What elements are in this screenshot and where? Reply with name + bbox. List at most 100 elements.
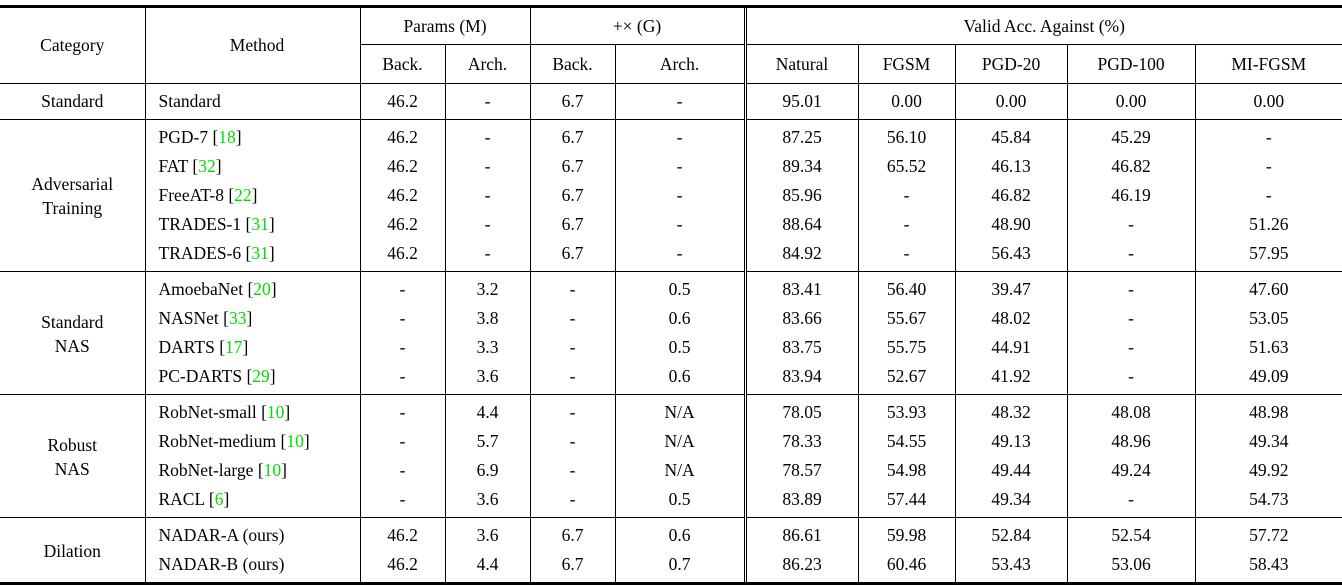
cell-pgd100: - [1066, 333, 1196, 362]
col-header-method: Method [144, 8, 360, 84]
cell-pgd20: 53.43 [954, 550, 1068, 582]
col-header-fgsm: FGSM [857, 44, 956, 84]
cell-flops-back: - [529, 456, 616, 485]
cell-fgsm: 56.10 [857, 119, 956, 152]
cell-pgd20: 49.34 [954, 485, 1068, 518]
cell-params-arch: 3.6 [444, 485, 531, 518]
cell-natural: 78.33 [743, 427, 859, 456]
table-row: NADAR-B (ours) 46.2 4.4 6.7 0.7 86.23 60.46 53.… [0, 550, 1342, 582]
cell-mifgsm: 54.73 [1194, 485, 1342, 518]
cell-natural: 85.96 [743, 181, 859, 210]
citation-number: 10 [286, 431, 304, 451]
cell-pgd20: 41.92 [954, 362, 1068, 395]
table-row: Standard NAS AmoebaNet [20] -3.2-0.5 83.41 5… [0, 271, 1342, 395]
table-row: NASNet [33] -3.8-0.6 83.66 55.67 48.02-53.05 [0, 304, 1342, 333]
citation-bracket-open: [ [188, 156, 199, 176]
cell-natural: 88.64 [743, 210, 859, 239]
cell-params-back: 46.2 [359, 550, 445, 582]
cell-fgsm: - [857, 239, 956, 272]
citation-bracket-close: ] [270, 279, 277, 299]
cell-params-arch: - [444, 181, 531, 210]
cell-mifgsm: 0.00 [1194, 83, 1342, 120]
table-row: PC-DARTS [29] -3.6-0.6 83.94 52.67 41.92-49.… [0, 362, 1342, 395]
table-header: Category Method Params (M) +× (G) Valid … [0, 8, 1342, 84]
cell-pgd100: 52.54 [1066, 517, 1196, 550]
citation-bracket-close: ] [268, 214, 275, 234]
citation-number: 31 [251, 214, 269, 234]
cell-params-arch: 4.4 [444, 550, 531, 582]
table-row: TRADES-6 [31] 46.2-6.7-84.92-56.43-57.95 [0, 239, 1342, 272]
citation-bracket-close: ] [281, 460, 287, 480]
col-group-flops: +× (G) [529, 8, 746, 45]
cell-mifgsm: 58.43 [1194, 550, 1342, 582]
citation-bracket-open: [ [218, 308, 229, 328]
cell-params-arch: - [444, 119, 531, 152]
method-cell: FreeAT-8 [22] [144, 181, 360, 210]
citation-number: 22 [234, 185, 252, 205]
method-name: NADAR-B (ours) [158, 554, 285, 574]
cell-flops-back: - [529, 485, 616, 518]
cell-params-back: 46.2 [359, 239, 445, 272]
cell-pgd100: - [1066, 485, 1196, 518]
cell-fgsm: 55.75 [857, 333, 956, 362]
citation-bracket-open: [ [208, 127, 219, 147]
method-cell: RobNet-medium [10] [144, 427, 360, 456]
cell-params-arch: - [444, 239, 531, 272]
col-header-params-arch: Arch. [444, 44, 531, 84]
cell-natural: 83.66 [743, 304, 859, 333]
cell-fgsm: 54.55 [857, 427, 956, 456]
citation-bracket-close: ] [268, 243, 275, 263]
col-header-mifgsm: MI-FGSM [1194, 44, 1342, 84]
citation-bracket-close: ] [215, 156, 222, 176]
cell-pgd100: 46.19 [1066, 181, 1196, 210]
method-cell: PGD-7 [18] [144, 119, 360, 152]
table-row: TRADES-1 [31] 46.2-6.7-88.64-48.90-51.26 [0, 210, 1342, 239]
cell-params-arch: 3.8 [444, 304, 531, 333]
method-name: NADAR-A (ours) [158, 525, 285, 545]
table-row: Adversarial Training PGD-7 [18] 46.2-6.7-8… [0, 119, 1342, 272]
cell-params-arch: - [444, 83, 531, 120]
citation-number: 31 [251, 243, 269, 263]
method-name: TRADES-6 [158, 243, 242, 263]
cell-flops-back: - [529, 427, 616, 456]
citation-number: 32 [198, 156, 216, 176]
cell-mifgsm: - [1194, 152, 1342, 181]
cell-pgd100: 49.24 [1066, 456, 1196, 485]
table-row: RobNet-large [10] -6.9- N/A 78.57 54.98 49.44… [0, 456, 1342, 485]
table-row: Dilation NADAR-A (ours) 46.2 3.6 6.7 0.6 86.61… [0, 517, 1342, 582]
citation-bracket-open: [ [242, 366, 253, 386]
cell-pgd100: - [1066, 304, 1196, 333]
col-header-pgd20: PGD-20 [954, 44, 1068, 84]
table-row: FreeAT-8 [22] 46.2-6.7-85.96-46.82 46.19- [0, 181, 1342, 210]
cell-flops-back: 6.7 [529, 517, 616, 550]
table-row: RACL [6] -3.6-0.5 83.89 57.44 49.34-54.73 [0, 485, 1342, 518]
cell-params-arch: 3.6 [444, 517, 531, 550]
cell-flops-back: 6.7 [529, 181, 616, 210]
cell-natural: 78.57 [743, 456, 859, 485]
citation-number: 17 [225, 337, 243, 357]
cell-fgsm: 53.93 [857, 394, 956, 427]
cell-flops-arch: 0.6 [614, 517, 746, 550]
method-cell: AmoebaNet [20] [144, 271, 360, 304]
cell-params-back: - [359, 333, 445, 362]
citation-number: 29 [252, 366, 270, 386]
cell-fgsm: 59.98 [857, 517, 956, 550]
method-name: FreeAT-8 [158, 185, 224, 205]
citation-bracket-close: ] [269, 366, 276, 386]
cell-pgd20: 56.43 [954, 239, 1068, 272]
cell-params-back: - [359, 394, 445, 427]
cell-flops-back: 6.7 [529, 550, 616, 582]
cell-pgd100: 53.06 [1066, 550, 1196, 582]
cell-fgsm: 54.98 [857, 456, 956, 485]
citation-bracket-close: ] [223, 489, 230, 509]
cell-flops-back: 6.7 [529, 210, 616, 239]
cell-pgd100: 48.08 [1066, 394, 1196, 427]
citation-number: 20 [253, 279, 271, 299]
citation-bracket-open: [ [223, 185, 235, 205]
citation-bracket-open: [ [241, 243, 252, 263]
citation-number: 10 [266, 402, 285, 422]
cell-flops-arch: 0.6 [614, 304, 746, 333]
citation-bracket-open: [ [204, 489, 215, 509]
cell-pgd20: 48.90 [954, 210, 1068, 239]
citation-bracket-open: [ [253, 460, 264, 480]
